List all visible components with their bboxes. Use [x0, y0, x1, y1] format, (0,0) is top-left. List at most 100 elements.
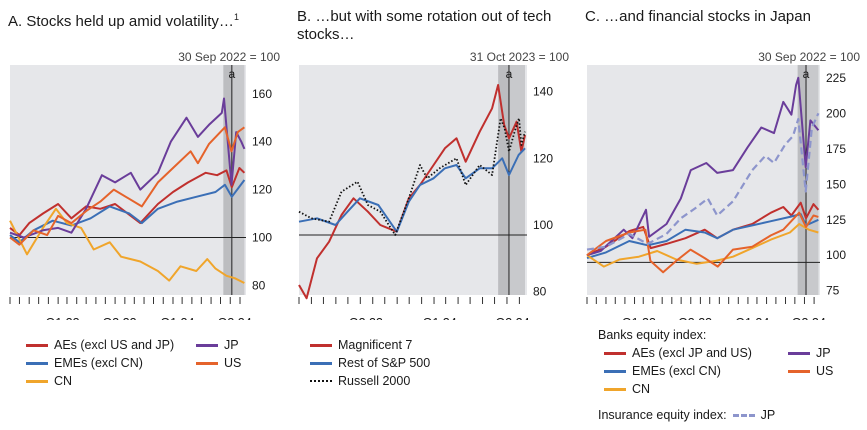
legend-label: AEs (excl US and JP) [54, 338, 175, 352]
y-tick-label: 140 [533, 85, 553, 99]
legend-swatch [788, 369, 810, 373]
legend-a-item-jp: JP [196, 338, 239, 352]
legend-a-item-emes: EMEs (excl CN) [26, 356, 143, 370]
legend-label: AEs (excl JP and US) [632, 346, 752, 360]
legend-a-item-cn: CN [26, 374, 72, 388]
y-tick-label: 120 [252, 183, 272, 197]
legend-a-item-aes: AEs (excl US and JP) [26, 338, 174, 352]
legend-a: AEs (excl US and JP) JP EMEs (excl CN) U… [8, 338, 283, 398]
series-line-russell-2000 [298, 117, 526, 236]
panel-c-base-note: 30 Sep 2022 = 100 [758, 50, 860, 64]
legend-c-item-emes: EMEs (excl CN) [604, 364, 721, 378]
series-line-us [586, 211, 819, 274]
panel-b-title: B. …but with some rotation out of tech s… [297, 8, 552, 43]
x-tick-label: Q3 23 [349, 316, 383, 320]
legend-swatch [196, 361, 218, 365]
x-tick-label: Q1 23 [46, 316, 80, 320]
legend-swatch [26, 343, 48, 347]
x-tick-label: Q3 24 [218, 316, 252, 320]
y-tick-label: 100 [826, 248, 846, 262]
y-tick-label: 140 [252, 135, 272, 149]
legend-swatch [604, 369, 626, 373]
x-tick-label: Q3 23 [678, 316, 712, 320]
x-tick-label: Q3 24 [792, 316, 826, 320]
panel-c-chart: a 75 100 125 150 175 200 225 Q1 23 Q3 23 Q1 24 Q3 2… [586, 65, 846, 320]
legend-heading: Insurance equity index: [598, 408, 727, 422]
series-line-cn [9, 207, 245, 284]
legend-swatch [604, 387, 626, 391]
series-line-jp [586, 76, 820, 257]
series-line-us [9, 126, 245, 246]
legend-c-item-aes: AEs (excl JP and US) [604, 346, 752, 360]
legend-c-item-cn: CN [604, 382, 650, 396]
series-line-cn [586, 223, 819, 268]
y-tick-label: 80 [533, 285, 547, 299]
series-line-emes-excl-cn- [9, 179, 246, 244]
shade-label: a [803, 67, 810, 81]
panel-b-base-note: 31 Oct 2023 = 100 [469, 50, 569, 64]
panel-c-title: C. …and financial stocks in Japan [585, 8, 811, 25]
legend-label: US [224, 356, 242, 370]
shaded-period [508, 65, 525, 295]
plot-area [587, 65, 820, 295]
legend-label: EMEs (excl CN) [632, 364, 721, 378]
y-tick-label: 225 [826, 71, 846, 85]
y-tick-label: 100 [533, 218, 553, 232]
y-tick-label: 150 [826, 177, 846, 191]
legend-label: EMEs (excl CN) [54, 356, 143, 370]
shaded-period [797, 65, 807, 295]
panel-a-title: A. Stocks held up amid volatility…1 [8, 12, 239, 30]
legend-c: Banks equity index: AEs (excl JP and US)… [598, 328, 863, 428]
legend-label: Magnificent 7 [338, 338, 413, 352]
shade-label: a [506, 67, 513, 81]
legend-c-item-jp: JP [788, 346, 831, 360]
series-line-jp [586, 112, 820, 251]
x-tick-label: Q3 23 [102, 316, 136, 320]
plot-area [299, 65, 527, 295]
legend-label: US [816, 364, 834, 378]
panel-b-chart: a 80 100 120 140 Q3 23 Q1 24 Q3 24 [298, 65, 553, 320]
legend-label: JP [816, 346, 831, 360]
legend-swatch [732, 413, 755, 417]
series-line-jp [9, 97, 246, 239]
y-tick-label: 75 [826, 284, 840, 298]
legend-swatch [310, 343, 332, 347]
y-tick-label: 80 [252, 278, 266, 292]
y-tick-label: 160 [252, 87, 272, 101]
shaded-period [223, 65, 232, 295]
panel-a-chart: a 80 100 120 140 160 Q1 23 Q3 23 Q1 24 Q3 24 [9, 65, 272, 320]
panel-a-base-note: 30 Sep 2022 = 100 [178, 50, 280, 64]
legend-swatch [310, 380, 332, 382]
legend-label: Rest of S&P 500 [338, 356, 431, 370]
legend-label: JP [224, 338, 239, 352]
legend-label: CN [54, 374, 73, 388]
y-tick-label: 175 [826, 142, 846, 156]
series-line-rest-of-s-p-500 [298, 147, 526, 233]
shaded-period [498, 65, 509, 295]
legend-swatch [26, 379, 48, 383]
legend-c-item-us: US [788, 364, 833, 378]
x-tick-label: Q1 24 [423, 316, 457, 320]
legend-swatch [26, 361, 48, 365]
legend-b-item-mag7: Magnificent 7 [310, 338, 412, 352]
x-tick-label: Q1 24 [735, 316, 769, 320]
legend-b: Magnificent 7 Rest of S&P 500 Russell 20… [310, 338, 560, 398]
x-tick-label: Q1 24 [160, 316, 194, 320]
legend-swatch [196, 343, 218, 347]
x-tick-label: Q1 23 [622, 316, 656, 320]
y-tick-label: 100 [252, 231, 272, 245]
legend-label: JP [760, 408, 776, 422]
legend-label: Russell 2000 [338, 374, 411, 388]
plot-area [10, 65, 246, 295]
legend-b-item-russell: Russell 2000 [310, 374, 410, 388]
shade-label: a [228, 67, 235, 81]
y-tick-label: 120 [533, 151, 553, 165]
legend-heading: Banks equity index: [598, 328, 707, 342]
legend-swatch [788, 351, 810, 355]
y-tick-label: 125 [826, 213, 846, 227]
x-tick-label: Q3 24 [496, 316, 530, 320]
legend-c-banks-heading: Banks equity index: [598, 328, 706, 342]
legend-b-item-rest-sp500: Rest of S&P 500 [310, 356, 430, 370]
legend-label: CN [632, 382, 651, 396]
legend-swatch [604, 351, 626, 355]
